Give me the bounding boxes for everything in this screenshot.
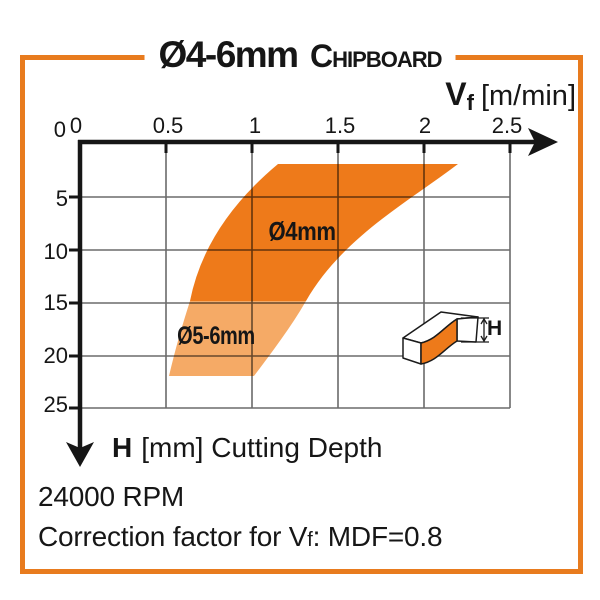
title-diameter-range: Ø4-6mm <box>158 34 300 75</box>
axes <box>66 128 558 467</box>
x-axis-ticks <box>164 142 512 153</box>
card-title: Ø4-6mm Chipboard <box>144 31 456 87</box>
y-axis-unit: [mm] Cutting Depth <box>141 432 383 463</box>
icon-front-face-orange <box>420 318 458 365</box>
y-axis-ticks <box>69 195 82 410</box>
y-tick-20: 20 <box>43 343 68 368</box>
correction-note-subscript: f <box>307 529 313 551</box>
depth-icon-h-label: H <box>487 317 503 340</box>
y-tick-0: 0 <box>53 117 66 142</box>
title-material: Chipboard <box>310 38 442 74</box>
x-tick-0: 0 <box>69 113 83 138</box>
band-shapes <box>169 164 458 376</box>
y-axis-title: H [mm] Cutting Depth <box>112 432 382 464</box>
y-axis-arrow-icon <box>66 442 94 467</box>
cutting-depth-icon <box>402 311 489 365</box>
correction-note-suffix: : MDF=0.8 <box>312 521 443 552</box>
x-tick-0-5: 0.5 <box>152 113 184 138</box>
x-tick-2: 2 <box>418 113 432 138</box>
correction-note-prefix: Correction factor for V <box>38 521 308 552</box>
icon-end-cap <box>456 316 479 343</box>
y-axis-symbol: H <box>112 432 133 463</box>
x-axis-symbol: V <box>445 76 467 112</box>
x-tick-1: 1 <box>248 113 262 138</box>
x-tick-1-5: 1.5 <box>324 113 356 138</box>
x-tick-2-5: 2.5 <box>491 113 523 138</box>
band-d5-6mm <box>169 301 306 376</box>
band-label-d5-6mm: Ø5-6mm <box>177 322 255 350</box>
rpm-note: 24000 RPM <box>38 481 185 512</box>
x-axis-symbol-subscript: f <box>466 90 474 115</box>
correction-note: Correction factor for Vf: MDF=0.8 <box>38 521 443 553</box>
y-tick-25: 25 <box>43 392 68 417</box>
icon-dimension-lines <box>461 317 489 343</box>
y-tick-15: 15 <box>43 290 68 315</box>
x-axis-title: Vf [m/min] <box>445 76 576 116</box>
band-d4mm <box>190 164 458 301</box>
icon-front-face-white <box>402 337 422 365</box>
y-tick-10: 10 <box>43 239 68 264</box>
x-axis-unit: [m/min] <box>480 80 576 112</box>
y-tick-5: 5 <box>55 186 68 211</box>
band-label-d4mm: Ø4mm <box>268 216 336 246</box>
x-axis-arrow-icon <box>528 128 558 156</box>
